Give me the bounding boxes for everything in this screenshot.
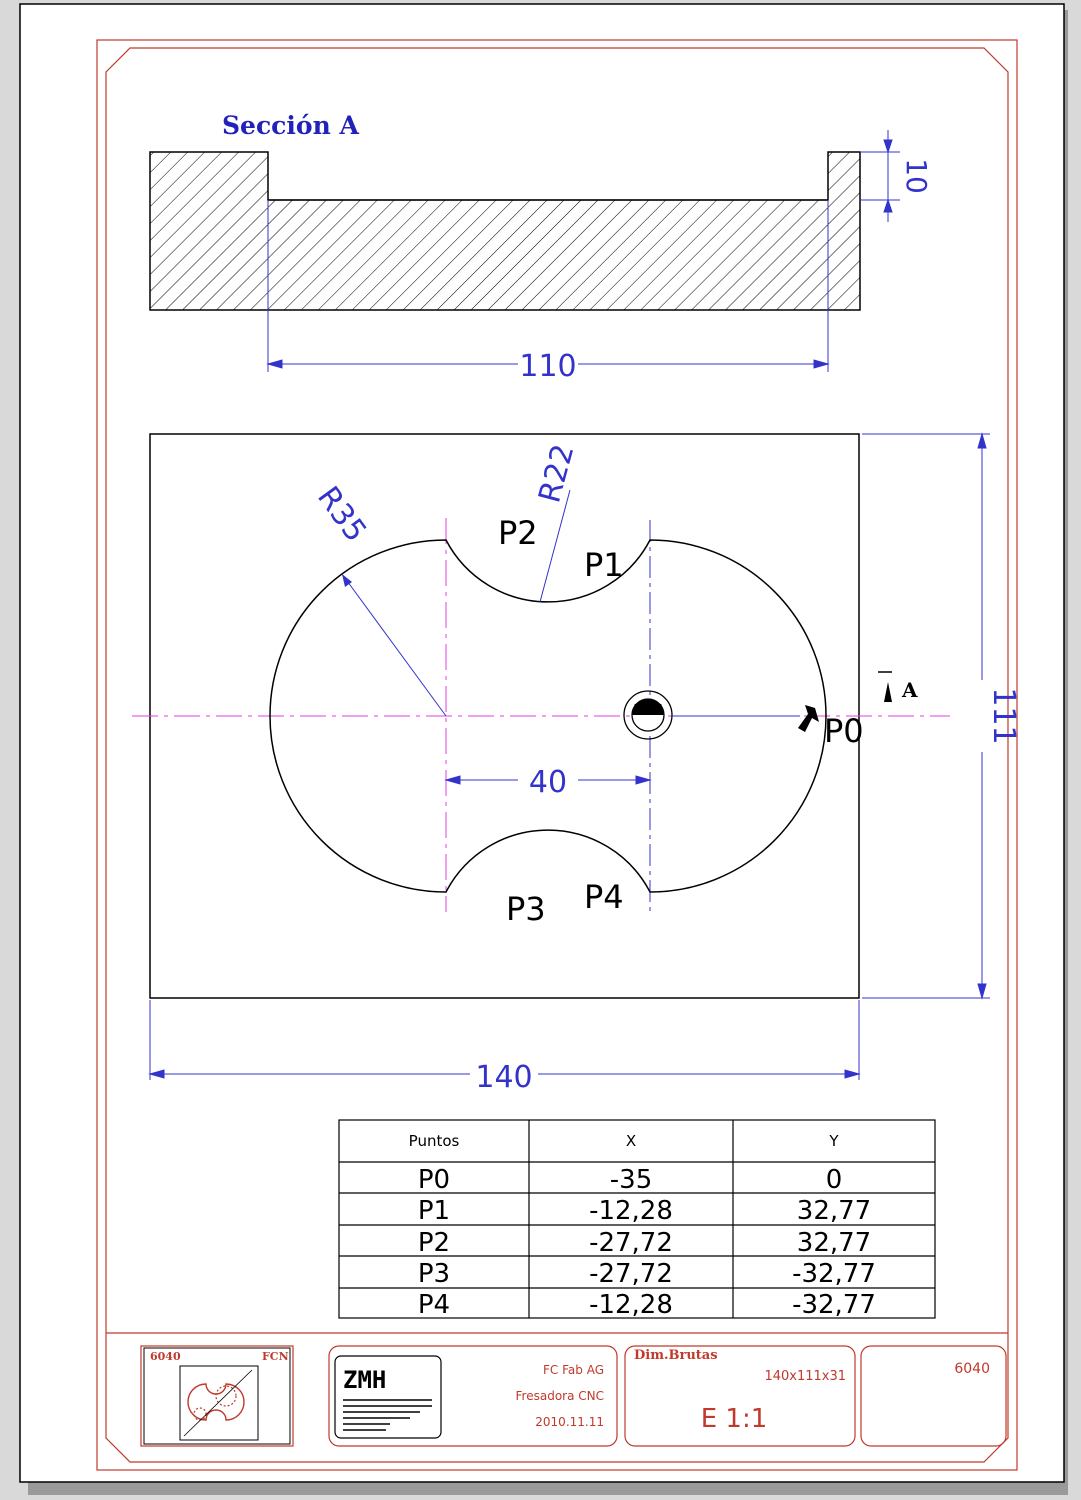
stock-height-label: 111 xyxy=(986,687,1021,744)
company-logo-frame xyxy=(334,1355,442,1439)
raw-dims-frame xyxy=(624,1345,856,1447)
coordinates-table: Puntos X Y P0 -35 0 P1 -12,28 32,77 P2 -… xyxy=(338,1119,936,1320)
machine-name: Fresadora CNC xyxy=(516,1389,604,1403)
table-header-points: Puntos xyxy=(409,1132,460,1150)
table-cell: 0 xyxy=(826,1165,843,1195)
point-label-p2: P2 xyxy=(498,514,538,552)
company-logo: ZMH xyxy=(343,1366,386,1394)
part-number: 6040 xyxy=(954,1361,990,1377)
table-cell: -12,28 xyxy=(589,1196,673,1226)
point-label-p3: P3 xyxy=(506,890,546,928)
section-view xyxy=(149,151,861,311)
table-cell: P2 xyxy=(418,1228,450,1258)
stock-height-dimension xyxy=(862,432,990,1000)
point-label-p1: P1 xyxy=(584,546,624,584)
table-cell: -32,77 xyxy=(792,1259,876,1289)
thumbnail-tag: FCN xyxy=(262,1350,289,1363)
radius-large-arrow xyxy=(342,574,352,587)
table-cell: -35 xyxy=(610,1165,652,1195)
center-distance-label: 40 xyxy=(529,765,567,800)
table-cell: -27,72 xyxy=(589,1259,673,1289)
table-cell: -12,28 xyxy=(589,1290,673,1320)
part-number-frame xyxy=(860,1345,1007,1447)
raw-dims-label: Dim.Brutas xyxy=(634,1348,718,1363)
workpiece-origin-icon xyxy=(623,690,673,740)
company-name: FC Fab AG xyxy=(543,1363,604,1377)
center-distance-dimension xyxy=(444,775,652,785)
table-header-y: Y xyxy=(828,1132,839,1150)
raw-dims-value: 140x111x31 xyxy=(764,1369,846,1384)
table-header-x: X xyxy=(626,1132,636,1150)
table-cell: 32,77 xyxy=(797,1196,871,1226)
stock-width-label: 140 xyxy=(475,1060,532,1095)
table-cell: P3 xyxy=(418,1259,450,1289)
radius-large-leader xyxy=(341,573,447,717)
table-cell: -27,72 xyxy=(589,1228,673,1258)
drawing-frame xyxy=(96,39,1018,1471)
thumbnail-code: 6040 xyxy=(150,1350,181,1363)
pocket-contour xyxy=(269,539,827,893)
part-thumbnail-icon xyxy=(179,1365,259,1441)
thumbnail-frame xyxy=(140,1345,294,1447)
section-marker-arrow-icon xyxy=(884,682,892,702)
section-dimension-depth xyxy=(860,130,900,222)
drawing-scale: E 1:1 xyxy=(701,1404,768,1434)
section-dimension-width xyxy=(266,200,830,372)
company-logo-fineprint xyxy=(343,1399,432,1431)
drawing-date: 2010.11.11 xyxy=(535,1415,604,1429)
table-cell: 32,77 xyxy=(797,1228,871,1258)
section-marker-label: A xyxy=(901,678,918,702)
tool-cursor-icon xyxy=(798,705,819,732)
table-cell: P0 xyxy=(418,1165,450,1195)
section-depth-label: 10 xyxy=(900,158,933,194)
section-hatched-body xyxy=(149,151,861,311)
title-block: 6040 FCN ZMH FC Fab AG Fresadora CNC 201… xyxy=(140,1345,1007,1447)
point-label-p0: P0 xyxy=(824,712,864,750)
company-frame xyxy=(328,1345,618,1447)
thumbnail-inner-frame xyxy=(143,1347,291,1445)
point-label-p4: P4 xyxy=(584,878,624,916)
table-cell: -32,77 xyxy=(792,1290,876,1320)
section-title: Sección A xyxy=(222,111,359,140)
table-cell: P4 xyxy=(418,1290,450,1320)
radius-small-leader xyxy=(539,489,571,603)
table-cell: P1 xyxy=(418,1196,450,1226)
stock-width-dimension xyxy=(148,1000,861,1080)
section-width-label: 110 xyxy=(519,349,576,384)
